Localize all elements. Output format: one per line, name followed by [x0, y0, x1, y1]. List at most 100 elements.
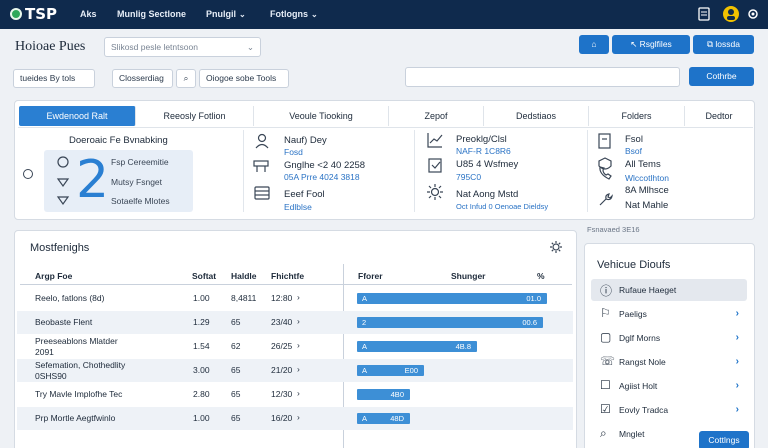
col4-a-sub[interactable]: Bsof: [625, 146, 643, 156]
col-header-fhichtfe[interactable]: Fhichtfe: [271, 271, 305, 281]
side-item[interactable]: ⌕ Mnglet: [591, 423, 747, 445]
tab-divider: [18, 127, 753, 128]
home-icon: ⌂: [591, 39, 597, 49]
filter-search-button[interactable]: ⌕: [176, 69, 196, 88]
side-item[interactable]: ⓘ Rufaue Haeget: [591, 279, 747, 301]
col-header-haldle[interactable]: Haldle: [231, 271, 257, 281]
wrench-icon: [599, 193, 613, 206]
rsglfiles-button[interactable]: ↖ Rsglfiles: [612, 35, 690, 54]
search-icon: ⌕: [183, 73, 189, 83]
tab-zepof[interactable]: Zepof: [389, 106, 484, 126]
document-icon[interactable]: [697, 6, 711, 22]
table-row[interactable]: Try Mavle Implofhe Tec 2.80 65 12/30 › 4B0: [17, 383, 573, 406]
table-row[interactable]: Reelo, fatlons (8d) 1.00 8,4811 12:80 › A 01.0: [17, 287, 573, 310]
chevron-right-icon[interactable]: ›: [297, 292, 300, 302]
nav-item-munlig[interactable]: Munlig Sectlone: [117, 9, 187, 19]
col-header-softat[interactable]: Softat: [192, 271, 217, 281]
chevron-right-icon[interactable]: ›: [297, 364, 300, 374]
square-icon: ☐: [600, 378, 611, 392]
chevron-right-icon[interactable]: ›: [297, 340, 300, 350]
col2-b-sub[interactable]: 05A Prre 4024 3818: [284, 172, 360, 182]
filter-apply-button[interactable]: Cothrbe: [689, 67, 754, 86]
side-item[interactable]: ☏ Rangst Nole ›: [591, 351, 747, 373]
settings-icon[interactable]: [549, 240, 563, 254]
chevron-right-icon[interactable]: ›: [297, 388, 300, 398]
side-item-label: Agiist Holt: [619, 381, 658, 391]
side-item[interactable]: ☑ Eovly Tradca ›: [591, 399, 747, 421]
shield-icon: [598, 157, 612, 170]
chevron-right-icon[interactable]: ›: [297, 316, 300, 326]
side-item-label: Eovly Tradca: [619, 405, 669, 415]
tab-folders[interactable]: Folders: [589, 106, 685, 126]
col-header-shunger[interactable]: Shunger: [451, 271, 486, 281]
home-button[interactable]: ⌂: [579, 35, 609, 54]
bar-value: 4B0: [390, 390, 404, 399]
side-item[interactable]: ▢ Dglf Morns ›: [591, 327, 747, 349]
col2-c-sub[interactable]: Edlblse: [284, 202, 312, 212]
col-header-fforer[interactable]: Fforer: [358, 271, 383, 281]
column-divider: [587, 130, 588, 212]
chevron-right-icon: ›: [735, 404, 739, 415]
table-row[interactable]: Sefemation, Chothedlity 0SHS90 3.00 65 21/20…: [17, 359, 573, 382]
col-header-percent[interactable]: %: [537, 271, 545, 281]
col3-b-title: U85 4 Wsfmey: [456, 159, 519, 170]
document-icon: [598, 133, 611, 149]
bar-value: 01.0: [526, 294, 541, 303]
row-fhichtfe: 12/30: [271, 389, 293, 399]
col3-c-sub[interactable]: Oct Infud 0 Oenoae Dieldsy: [456, 202, 549, 211]
chevron-right-icon: ›: [735, 332, 739, 343]
user-icon: [255, 133, 269, 149]
row-name: Beobaste Flent: [35, 317, 93, 327]
overview-left-item[interactable]: Sotaelfe Mlotes: [111, 196, 170, 206]
flag-icon: ⚐: [600, 306, 611, 320]
side-item[interactable]: ⚐ Paeligs ›: [591, 303, 747, 325]
col-header-name[interactable]: Argp Foe: [35, 271, 73, 281]
column-divider: [343, 264, 344, 448]
row-name: Reelo, fatlons (8d): [35, 293, 105, 303]
col3-a-title: Preoklg/Clsl: [456, 134, 507, 145]
user-avatar-icon[interactable]: [722, 5, 740, 23]
nav-item-aks[interactable]: Aks: [80, 9, 97, 19]
filter-tools-select[interactable]: tueides By tols: [13, 69, 95, 88]
wrench-icon: ↖: [630, 39, 640, 49]
tab-reeosly[interactable]: Reeosly Fotlion: [136, 106, 254, 126]
tab-dedstiaos[interactable]: Dedstiaos: [484, 106, 589, 126]
tab-dedtor[interactable]: Dedtor: [705, 111, 733, 121]
chevron-right-icon[interactable]: ›: [297, 412, 300, 422]
overview-left-item[interactable]: Mutsy Fsnget: [111, 177, 163, 187]
col2-a-sub[interactable]: Fosd: [284, 147, 303, 157]
side-item[interactable]: ☐ Agiist Holt ›: [591, 375, 747, 397]
filter-closserdiag-select[interactable]: Closserdiag: [112, 69, 173, 88]
col3-b-sub[interactable]: 795C0: [456, 172, 482, 182]
row-fhichtfe: 26/25: [271, 341, 293, 351]
filter-tools-select-2[interactable]: Oiogoe sobe Tools: [199, 69, 289, 88]
lossda-button[interactable]: ⧉ lossda: [693, 35, 754, 54]
brand-logo[interactable]: TSP: [10, 5, 57, 23]
row-haldle: 65: [231, 389, 241, 399]
overview-left-item[interactable]: Fsp Cereemitie: [111, 157, 169, 167]
col3-a-sub[interactable]: NAF-R 1C8R6: [456, 146, 511, 156]
header-search-input[interactable]: Slikosd pesle letntsoon ⌄: [104, 37, 261, 57]
row-softat: 1.00: [193, 293, 210, 303]
tab-ewdenood[interactable]: Ewdenood Ralt: [19, 106, 136, 126]
table-row[interactable]: Beobaste Flent 1.29 65 23/40 › 2 00.6: [17, 311, 573, 334]
header-divider: [20, 284, 572, 285]
side-settings-button[interactable]: Cottlngs: [699, 431, 749, 448]
tab-veoule[interactable]: Veoule Tiooking: [254, 106, 389, 126]
nav-item-fotlogns[interactable]: Fotlogns ⌄: [270, 9, 318, 19]
settings-icon[interactable]: [746, 6, 760, 22]
col4-b-sub[interactable]: Wlccotlhton: [625, 173, 669, 183]
col3-c-title: Nat Aong Mstd: [456, 189, 519, 200]
row-haldle: 62: [231, 341, 241, 351]
radio-icon[interactable]: [22, 168, 34, 180]
edit-icon: ⧉: [706, 39, 716, 49]
col4-b-title: All Tems: [625, 159, 661, 170]
nav-item-pnulgil[interactable]: Pnulgil ⌄: [206, 9, 246, 19]
filter-search-input[interactable]: [405, 67, 680, 87]
table-row[interactable]: Prp Mortle Aegtfwinlo 1.00 65 16/20 › A 48D: [17, 407, 573, 430]
col2-a-title: Nauf) Dey: [284, 135, 327, 146]
table-row[interactable]: Preeseablons Mlatder 2091 1.54 62 26/25 › A 4B.…: [17, 335, 573, 358]
chevron-right-icon: ›: [735, 356, 739, 367]
logo-icon: [10, 8, 22, 20]
side-caption: Fsnavaed 3E16: [587, 225, 640, 234]
